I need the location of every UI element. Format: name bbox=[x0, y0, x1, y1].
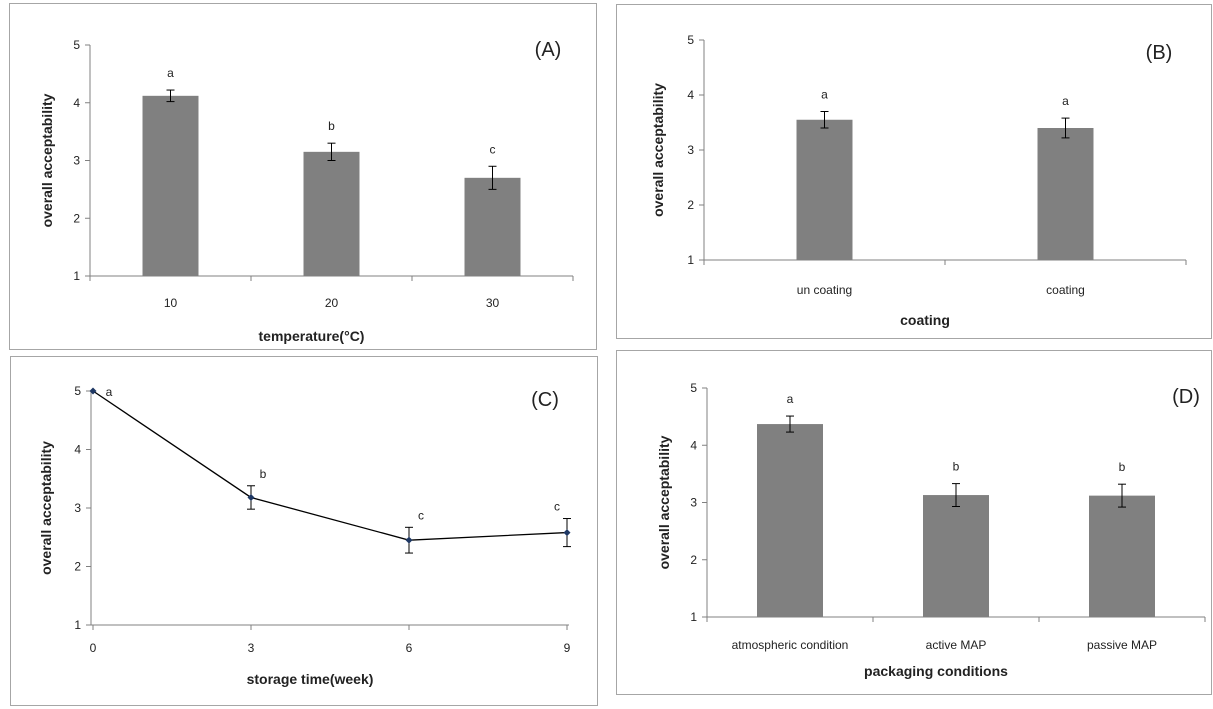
y-tick-label: 2 bbox=[687, 198, 694, 212]
bar-a-1 bbox=[303, 151, 360, 276]
y-tick-label: 4 bbox=[73, 96, 80, 110]
significance-label: c bbox=[490, 142, 496, 156]
x-axis-title: coating bbox=[900, 312, 950, 328]
bar-d-0 bbox=[757, 424, 823, 617]
y-axis-title: overall acceptability bbox=[650, 83, 666, 217]
y-tick-label: 2 bbox=[74, 560, 81, 574]
chart-panel-c: (C) 1 2 3 4 5 storage time(week) overall accept… bbox=[10, 356, 598, 706]
bar-d-1 bbox=[923, 495, 989, 617]
y-axis-title: overall acceptability bbox=[39, 93, 55, 227]
y-tick-label: 1 bbox=[690, 610, 697, 624]
y-tick-label: 4 bbox=[687, 88, 694, 102]
x-tick-label: 3 bbox=[248, 641, 255, 655]
x-tick-label: active MAP bbox=[926, 638, 987, 652]
panel-label-d: (D) bbox=[1172, 386, 1200, 408]
x-tick-label: 30 bbox=[486, 296, 500, 310]
y-tick-label: 3 bbox=[73, 154, 80, 168]
y-tick-label: 1 bbox=[687, 253, 694, 267]
significance-label: b bbox=[953, 460, 960, 474]
significance-label: a bbox=[821, 88, 828, 102]
y-axis-title: overall acceptability bbox=[656, 435, 672, 569]
x-axis-title: storage time(week) bbox=[247, 671, 374, 687]
chart-panel-a: (A) 1 2 3 4 5 temperature(°C) overall acceptabi… bbox=[9, 3, 597, 350]
y-tick-label: 3 bbox=[690, 496, 697, 510]
x-tick-label: atmospheric condition bbox=[732, 638, 849, 652]
chart-a-svg: (A) 1 2 3 4 5 temperature(°C) overall acceptabi… bbox=[39, 38, 574, 344]
significance-label: a bbox=[167, 66, 174, 80]
y-tick-label: 3 bbox=[74, 501, 81, 515]
panel-label-b: (B) bbox=[1146, 42, 1173, 64]
bar-b-1 bbox=[1037, 128, 1094, 260]
significance-label: c bbox=[554, 500, 560, 514]
x-axis-title: temperature(°C) bbox=[259, 328, 365, 344]
y-tick-label: 5 bbox=[687, 33, 694, 47]
series-line bbox=[92, 390, 568, 541]
x-tick-label: coating bbox=[1046, 283, 1085, 297]
chart-panel-b: (B) 1 2 3 4 5 coating overall acceptability a un … bbox=[616, 4, 1212, 339]
x-tick-label: un coating bbox=[797, 283, 852, 297]
chart-c-svg: (C) 1 2 3 4 5 storage time(week) overall accept… bbox=[38, 384, 571, 687]
significance-label: b bbox=[328, 119, 335, 133]
y-tick-label: 5 bbox=[73, 38, 80, 52]
x-tick-label: 6 bbox=[406, 641, 413, 655]
data-point bbox=[247, 493, 255, 501]
data-point bbox=[563, 529, 571, 537]
bar-a-0 bbox=[142, 95, 199, 276]
y-tick-label: 2 bbox=[73, 211, 80, 225]
bar-d-2 bbox=[1089, 495, 1155, 617]
significance-label: a bbox=[1062, 94, 1069, 108]
bar-b-0 bbox=[796, 119, 853, 260]
y-tick-label: 1 bbox=[73, 269, 80, 283]
y-axis-title: overall acceptability bbox=[38, 441, 54, 575]
chart-d-svg: (D) 1 2 3 4 5 packaging conditions overall acce… bbox=[656, 381, 1206, 679]
x-tick-label: 9 bbox=[564, 641, 571, 655]
y-tick-label: 1 bbox=[74, 618, 81, 632]
chart-panel-d: (D) 1 2 3 4 5 packaging conditions overall acce… bbox=[616, 350, 1212, 695]
y-tick-label: 3 bbox=[687, 143, 694, 157]
panel-label-c: (C) bbox=[531, 389, 559, 411]
x-tick-label: 20 bbox=[325, 296, 339, 310]
bar-a-2 bbox=[464, 177, 521, 276]
x-tick-label: passive MAP bbox=[1087, 638, 1157, 652]
chart-b-svg: (B) 1 2 3 4 5 coating overall acceptability a un … bbox=[650, 33, 1187, 328]
significance-label: b bbox=[260, 467, 267, 481]
significance-label: b bbox=[1119, 460, 1126, 474]
x-axis-title: packaging conditions bbox=[864, 663, 1008, 679]
x-tick-label: 0 bbox=[90, 641, 97, 655]
panel-label-a: (A) bbox=[535, 39, 562, 61]
y-tick-label: 5 bbox=[74, 384, 81, 398]
y-tick-label: 4 bbox=[74, 443, 81, 457]
data-point bbox=[89, 387, 97, 395]
y-tick-label: 2 bbox=[690, 553, 697, 567]
data-point bbox=[405, 536, 413, 544]
significance-label: a bbox=[106, 385, 113, 399]
y-tick-label: 5 bbox=[690, 381, 697, 395]
significance-label: c bbox=[418, 508, 424, 522]
significance-label: a bbox=[787, 392, 794, 406]
x-tick-label: 10 bbox=[164, 296, 178, 310]
y-tick-label: 4 bbox=[690, 438, 697, 452]
